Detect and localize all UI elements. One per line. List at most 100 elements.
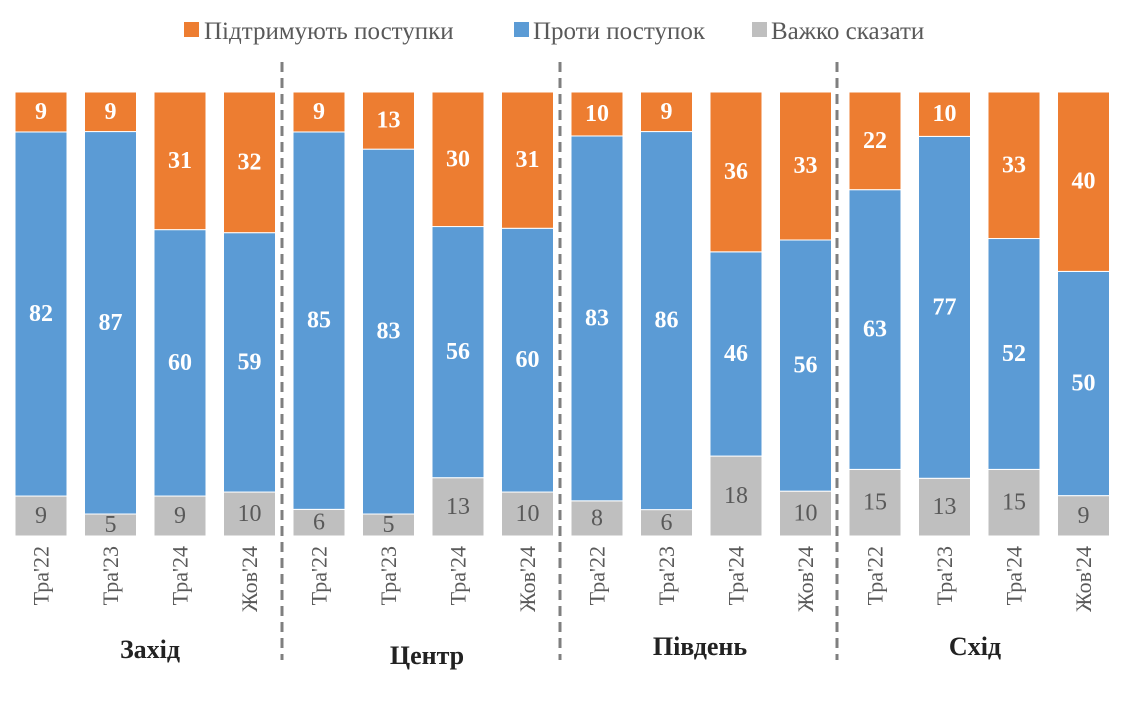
bar-segment-support [918, 91, 971, 137]
legend-label-support: Підтримують поступки [204, 18, 454, 45]
x-tick-label: Тра'24 [446, 546, 471, 605]
bar-segment-support [431, 91, 485, 228]
bar-segment-unsure [779, 490, 832, 537]
bar-segment-unsure [709, 455, 763, 537]
data-label: 60 [168, 350, 192, 376]
bar-segment-support [709, 91, 763, 253]
data-label: 5 [383, 512, 395, 538]
data-label: 9 [35, 503, 47, 529]
x-tick-label: Тра'24 [168, 546, 193, 605]
data-label: 77 [933, 294, 957, 320]
data-label: 6 [313, 510, 325, 536]
data-label: 9 [35, 99, 47, 125]
data-label: 83 [377, 319, 401, 345]
group-labels: Захід Центр Південь Схід [120, 632, 1001, 670]
group-label: Південь [653, 632, 748, 661]
bar-segment-unsure [570, 500, 624, 537]
bar-segment-against [501, 227, 554, 493]
group-label: Центр [390, 641, 464, 670]
group-label: Захід [120, 635, 180, 664]
x-tick-label: Тра'23 [98, 546, 123, 605]
bar-segment-support [501, 91, 554, 229]
x-tick-label: Жов'24 [793, 546, 818, 612]
data-label: 9 [105, 99, 117, 125]
bars: 9 82 9 5 87 9 9 60 31 10 59 32 6 85 9 5 83 13 13 56 30 10 60 31… [14, 91, 1110, 538]
bar-segment-against [14, 131, 68, 497]
bar-segment-support [223, 91, 276, 234]
data-label: 46 [724, 341, 748, 367]
data-label: 31 [168, 148, 192, 174]
data-label: 50 [1072, 371, 1096, 397]
data-label: 5 [105, 512, 117, 538]
bar-segment-against [362, 148, 415, 515]
x-tick-label: Тра'23 [932, 546, 957, 605]
data-label: 40 [1072, 169, 1096, 195]
x-tick-label: Жов'24 [1071, 546, 1096, 612]
bar-segment-support [640, 91, 693, 133]
bar-segment-unsure [640, 509, 693, 537]
x-tick-label: Жов'24 [515, 546, 540, 612]
legend-label-unsure: Важко сказати [771, 18, 924, 45]
data-label: 10 [933, 101, 957, 127]
data-label: 9 [174, 503, 186, 529]
bar-segment-unsure [501, 491, 554, 537]
legend-swatch-against [514, 22, 529, 37]
data-label: 18 [724, 483, 748, 509]
bar-segment-unsure [292, 508, 346, 537]
data-label: 15 [1002, 490, 1026, 516]
bar-segment-support [987, 91, 1041, 240]
x-tick-label: Тра'22 [29, 546, 54, 605]
data-label: 9 [661, 99, 673, 125]
x-tick-label: Тра'22 [307, 546, 332, 605]
data-label: 56 [794, 353, 818, 379]
data-label: 63 [863, 317, 887, 343]
data-label: 59 [238, 349, 262, 375]
data-label: 36 [724, 159, 748, 185]
bar-segment-against [918, 135, 971, 479]
x-tick-label: Тра'23 [654, 546, 679, 605]
data-label: 60 [516, 347, 540, 373]
data-label: 31 [516, 147, 540, 173]
group-label: Схід [949, 632, 1001, 661]
bar-segment-support [779, 91, 832, 241]
bar-segment-support [153, 91, 207, 231]
bar-segment-support [362, 91, 415, 150]
bar-segment-unsure [987, 468, 1041, 537]
bar-segment-unsure [918, 477, 971, 537]
data-label: 10 [238, 501, 262, 527]
bar-segment-against [84, 131, 137, 515]
data-label: 9 [313, 99, 325, 125]
legend-label-against: Проти поступок [533, 18, 706, 45]
bar-segment-unsure [1057, 495, 1110, 537]
data-label: 33 [794, 153, 818, 179]
bar-segment-unsure [848, 468, 902, 537]
bar-segment-unsure [223, 491, 276, 537]
bar-segment-against [223, 232, 276, 493]
bar-segment-against [1057, 270, 1110, 497]
x-tick-label: Тра'24 [1002, 546, 1027, 605]
data-label: 32 [238, 149, 262, 175]
bar-segment-unsure [431, 477, 485, 537]
data-label: 33 [1002, 152, 1026, 178]
data-label: 13 [446, 494, 470, 520]
x-tick-label: Тра'24 [724, 546, 749, 605]
group-separators [280, 62, 839, 660]
data-label: 10 [585, 101, 609, 127]
x-axis-labels: Тра'22 Тра'23 Тра'24 Жов'24 Тра'22 Тра'23 Тра'… [29, 546, 1097, 612]
data-label: 13 [933, 494, 957, 520]
data-label: 56 [446, 339, 470, 365]
bar-segment-support [292, 91, 346, 133]
bar-segment-against [640, 131, 693, 511]
bar-segment-support [570, 91, 624, 137]
x-tick-label: Тра'22 [585, 546, 610, 605]
data-label: 86 [655, 308, 679, 334]
legend-swatch-unsure [752, 22, 767, 37]
legend-swatch-support [184, 22, 199, 37]
bar-segment-support [848, 91, 902, 191]
x-tick-label: Жов'24 [237, 546, 262, 612]
bar-segment-unsure [153, 495, 207, 537]
data-label: 9 [1078, 503, 1090, 529]
legend: Підтримують поступки Проти поступок Важк… [184, 18, 924, 45]
bar-segment-against [292, 131, 346, 510]
data-label: 82 [29, 301, 53, 327]
